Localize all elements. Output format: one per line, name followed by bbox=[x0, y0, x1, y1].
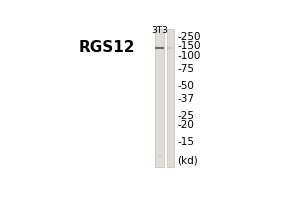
Text: RGS12: RGS12 bbox=[79, 40, 136, 55]
Bar bbox=[155, 29, 164, 167]
Text: -150: -150 bbox=[177, 41, 200, 51]
Text: -37: -37 bbox=[177, 94, 194, 104]
Text: -250: -250 bbox=[177, 32, 200, 42]
Bar bbox=[167, 29, 173, 167]
Text: -25: -25 bbox=[177, 111, 194, 121]
Text: -20: -20 bbox=[177, 120, 194, 130]
Text: -50: -50 bbox=[177, 81, 194, 91]
Text: -100: -100 bbox=[177, 51, 200, 61]
Text: (kd): (kd) bbox=[177, 156, 198, 166]
Text: -75: -75 bbox=[177, 64, 194, 74]
Text: -15: -15 bbox=[177, 137, 194, 147]
Bar bbox=[155, 47, 164, 49]
Ellipse shape bbox=[156, 154, 163, 158]
Bar bbox=[167, 47, 173, 49]
Text: 3T3: 3T3 bbox=[151, 26, 168, 35]
